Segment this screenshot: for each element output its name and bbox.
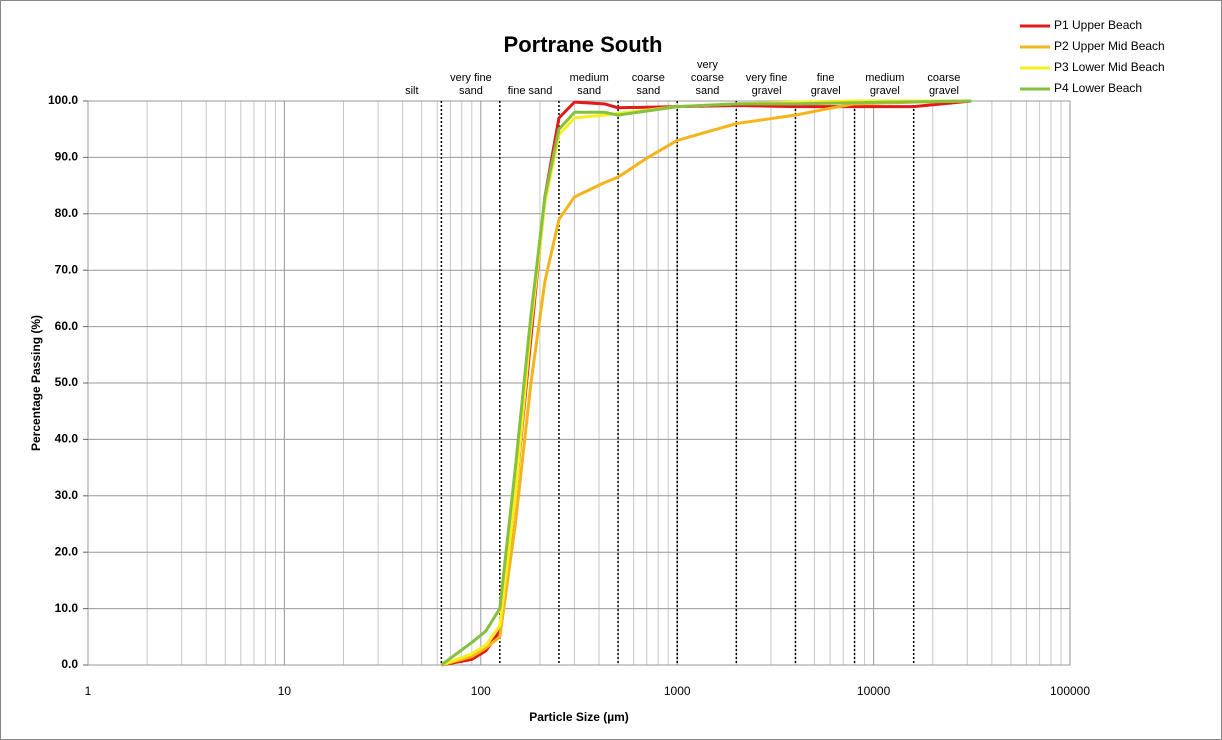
size-class-line: very fine [450, 72, 492, 84]
x-axis-label: Particle Size (µm) [529, 710, 629, 724]
size-class-label: very fine gravel [722, 72, 812, 98]
size-class-line: gravel [869, 85, 900, 97]
legend-label: P4 Lower Beach [1054, 81, 1142, 95]
chart-title: Portrane South [504, 32, 663, 57]
x-tick-label: 100 [471, 684, 491, 698]
size-class-line: medium [569, 72, 609, 84]
size-class-label: coarse gravel [899, 72, 989, 98]
size-class-label: fine gravel [781, 72, 871, 98]
size-class-label: medium sand [544, 72, 634, 98]
size-class-label: medium gravel [840, 72, 930, 98]
size-class-line: gravel [751, 85, 782, 97]
y-tick-label: 90.0 [55, 150, 79, 164]
series-line [440, 99, 972, 667]
y-tick-label: 100.0 [48, 93, 78, 107]
x-tick-label: 1 [85, 684, 92, 698]
size-class-line: sand [577, 85, 602, 97]
size-class-line: fine sand [507, 85, 553, 97]
series-line [441, 99, 972, 667]
y-tick-label: 60.0 [55, 319, 79, 333]
size-class-line: gravel [810, 85, 841, 97]
size-class-line: sand [636, 85, 661, 97]
size-class-line: fine [816, 72, 835, 84]
size-class-label: fine sand [485, 85, 575, 98]
size-class-line: medium [865, 72, 905, 84]
y-tick-label: 80.0 [55, 206, 79, 220]
size-class-line: very fine [745, 72, 788, 84]
x-tick-label: 10 [278, 684, 292, 698]
y-tick-label: 0.0 [61, 657, 78, 671]
x-tick-label: 1000 [664, 684, 691, 698]
y-tick-label: 70.0 [55, 262, 79, 276]
x-tick-label: 10000 [857, 684, 891, 698]
size-class-line: sand [459, 85, 483, 97]
size-class-label: very fine sand [426, 72, 516, 98]
size-class-line: very [697, 59, 718, 71]
x-tick-label: 100000 [1050, 684, 1090, 698]
y-axis-label: Percentage Passing (%) [29, 315, 43, 451]
y-tick-label: 50.0 [55, 375, 79, 389]
size-class-line: silt [405, 85, 419, 97]
y-tick-label: 10.0 [55, 601, 79, 615]
size-class-line: coarse [690, 72, 724, 84]
size-class-label: very coarse sand [662, 59, 752, 98]
legend-label: P3 Lower Mid Beach [1054, 60, 1165, 74]
size-class-line: sand [695, 85, 720, 97]
series-line [440, 99, 972, 667]
y-tick-label: 20.0 [55, 544, 79, 558]
size-class-line: coarse [631, 72, 665, 84]
y-tick-label: 40.0 [55, 432, 79, 446]
size-class-line: coarse [927, 72, 961, 84]
legend-label: P1 Upper Beach [1054, 18, 1142, 32]
size-class-label: silt [367, 85, 457, 98]
size-class-label: coarse sand [603, 72, 693, 98]
size-class-line: gravel [928, 85, 959, 97]
y-tick-label: 30.0 [55, 488, 79, 502]
legend-label: P2 Upper Mid Beach [1054, 39, 1165, 53]
